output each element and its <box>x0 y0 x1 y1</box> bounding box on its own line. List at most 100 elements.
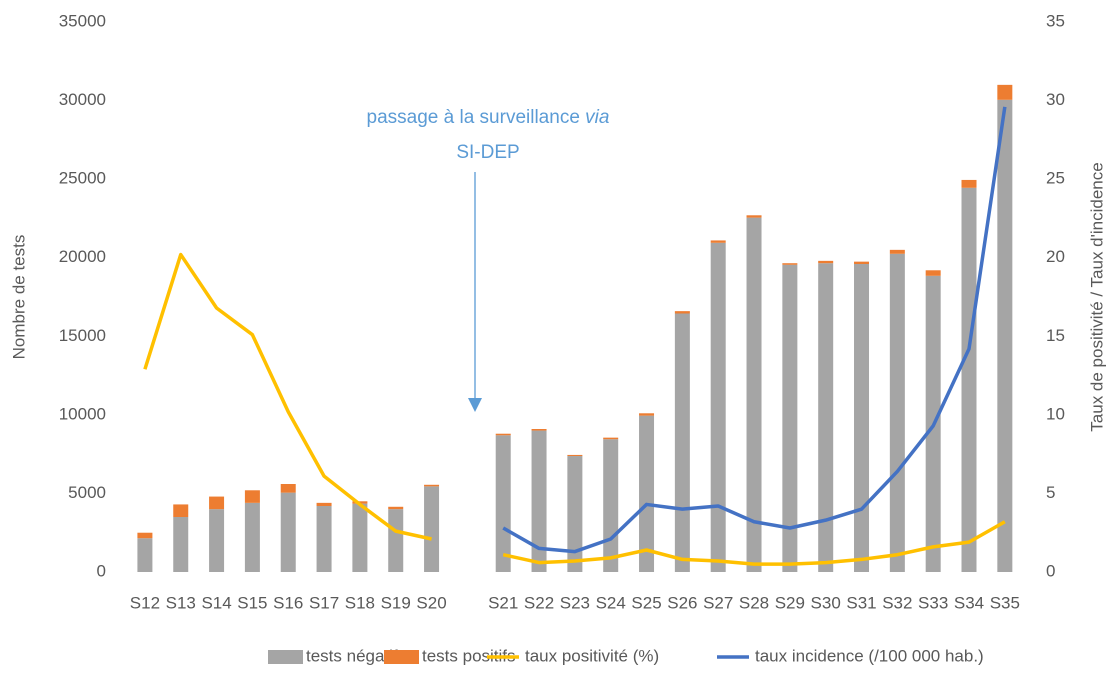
y2-axis-label: Taux de positivité / Taux d'incidence <box>1087 162 1106 431</box>
x-tick-label: S14 <box>201 593 231 612</box>
bar <box>961 179 977 188</box>
x-tick-label: S23 <box>560 593 590 612</box>
y2-tick-label: 5 <box>1046 483 1055 502</box>
y2-tick-label: 0 <box>1046 561 1055 580</box>
bar <box>209 509 225 572</box>
bar <box>173 504 189 517</box>
x-tick-label: S29 <box>775 593 805 612</box>
legend-label: taux positivité (%) <box>525 646 659 665</box>
bar <box>424 484 440 487</box>
y2-tick-label: 30 <box>1046 90 1065 109</box>
x-tick-label: S28 <box>739 593 769 612</box>
bar <box>782 264 798 572</box>
x-tick-label: S21 <box>488 593 518 612</box>
bar <box>567 456 583 572</box>
x-tick-label: S31 <box>846 593 876 612</box>
y-tick-label: 35000 <box>59 11 106 30</box>
bar <box>818 263 834 572</box>
bar <box>388 506 404 510</box>
bar <box>854 264 870 572</box>
y2-tick-label: 25 <box>1046 169 1065 188</box>
bar <box>495 433 511 436</box>
x-tick-label: S35 <box>990 593 1020 612</box>
bar <box>746 215 762 218</box>
annotation-text: passage à la surveillance <box>367 107 580 128</box>
bar <box>961 187 977 573</box>
bar <box>424 486 440 572</box>
y-tick-label: 0 <box>97 561 106 580</box>
x-tick-label: S32 <box>882 593 912 612</box>
bar <box>531 429 547 431</box>
x-tick-label: S24 <box>596 593 626 612</box>
y2-tick-label: 35 <box>1046 11 1065 30</box>
line <box>502 520 1006 566</box>
x-tick-label: S26 <box>667 593 697 612</box>
bar <box>889 249 905 254</box>
bar <box>710 240 726 243</box>
y-tick-label: 25000 <box>59 169 106 188</box>
bar <box>137 532 153 539</box>
bar <box>137 538 153 572</box>
bar <box>173 517 189 572</box>
bar <box>818 260 834 264</box>
bar <box>710 242 726 573</box>
legend-label: taux incidence (/100 000 hab.) <box>755 646 984 665</box>
legend-label: tests négatifs <box>306 646 406 665</box>
bar <box>603 439 619 572</box>
y-tick-label: 15000 <box>59 326 106 345</box>
bar <box>674 311 690 314</box>
bar <box>603 437 619 440</box>
legend-swatch <box>384 650 419 664</box>
bar <box>639 415 655 572</box>
annotation-emphasis: via <box>585 107 609 128</box>
bar <box>531 430 547 572</box>
bar <box>925 270 941 276</box>
bar <box>495 435 511 572</box>
y-tick-label: 20000 <box>59 247 106 266</box>
bar <box>567 454 583 457</box>
y-tick-label: 5000 <box>68 483 106 502</box>
x-tick-label: S34 <box>954 593 984 612</box>
bar <box>997 99 1013 573</box>
x-tick-label: S15 <box>237 593 267 612</box>
bar <box>280 484 296 493</box>
bar <box>889 253 905 573</box>
y-axis-label: Nombre de tests <box>9 235 28 360</box>
y-tick-label: 10000 <box>59 404 106 423</box>
x-tick-label: S30 <box>811 593 841 612</box>
x-tick-label: S17 <box>309 593 339 612</box>
line <box>502 106 1007 554</box>
annotation-line2: SI-DEP <box>456 142 519 163</box>
annotation: passage à la surveillance via <box>367 107 610 128</box>
bar <box>388 509 404 572</box>
bar <box>316 506 332 572</box>
y2-tick-label: 15 <box>1046 326 1065 345</box>
x-tick-label: S18 <box>345 593 375 612</box>
bar <box>244 502 260 572</box>
legend-swatch <box>268 650 303 664</box>
bar <box>782 263 798 265</box>
bar <box>674 313 690 572</box>
bar <box>746 217 762 572</box>
bar <box>639 413 655 416</box>
x-tick-label: S12 <box>130 593 160 612</box>
x-tick-label: S16 <box>273 593 303 612</box>
bar <box>244 490 260 503</box>
legend-label: tests positifs <box>422 646 516 665</box>
y2-tick-label: 20 <box>1046 247 1065 266</box>
x-tick-label: S33 <box>918 593 948 612</box>
arrow-head <box>468 398 482 412</box>
x-tick-label: S19 <box>381 593 411 612</box>
x-tick-label: S25 <box>631 593 661 612</box>
bar <box>316 502 332 506</box>
line <box>143 252 432 541</box>
x-tick-label: S27 <box>703 593 733 612</box>
y-tick-label: 30000 <box>59 90 106 109</box>
bar <box>352 503 368 572</box>
bar <box>997 84 1013 100</box>
bar <box>280 492 296 572</box>
x-tick-label: S20 <box>416 593 446 612</box>
bar <box>209 496 225 510</box>
y2-tick-label: 10 <box>1046 404 1065 423</box>
